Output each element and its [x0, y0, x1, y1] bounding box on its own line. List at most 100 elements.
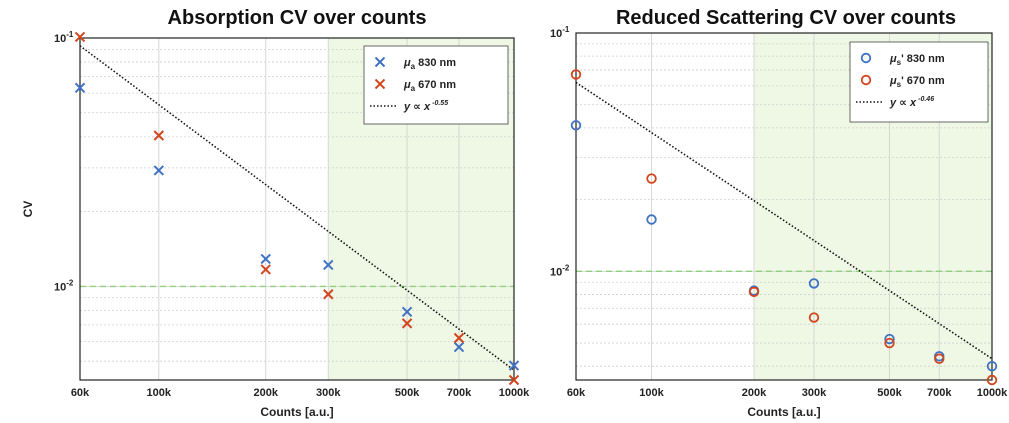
marker-stroke: [453, 341, 465, 353]
data-point-x-marker: [260, 253, 271, 265]
data-point-circle-marker: [808, 312, 820, 323]
x-tick-label: 60k: [567, 387, 586, 399]
data-point-x-marker: [508, 374, 520, 386]
legend-subscript: a: [411, 84, 416, 93]
fit-line: [575, 81, 993, 360]
y-tick-exponent: -2: [66, 278, 74, 287]
data-point-circle-marker: [646, 214, 657, 225]
legend-symbol: μ: [889, 53, 897, 65]
legend-label: μa 670 nm: [403, 79, 456, 93]
data-point-x-marker: [153, 130, 165, 141]
legend-x-marker: [374, 56, 386, 68]
legend-suffix: ' 830 nm: [901, 53, 945, 65]
legend-label: μs' 830 nm: [889, 53, 945, 67]
data-point-x-marker: [453, 341, 465, 353]
data-point-x-marker: [508, 360, 520, 371]
legend-fit-exponent: -0.55: [430, 100, 448, 107]
legend-fit-label: y ∝ x -0.46: [889, 96, 934, 109]
y-tick-exponent: -1: [562, 25, 570, 34]
data-point-x-marker: [74, 82, 86, 94]
x-axis-label: Counts [a.u.]: [747, 405, 820, 419]
marker-stroke: [153, 130, 165, 141]
legend-box: [849, 41, 989, 123]
data-point-circle-marker: [884, 337, 895, 349]
legend-suffix: 670 nm: [415, 79, 456, 91]
chart-title: Reduced Scattering CV over counts: [616, 7, 956, 29]
data-point-x-marker: [453, 332, 465, 344]
x-tick-label: 1000k: [499, 387, 530, 399]
y-tick-exponent: -2: [562, 263, 570, 272]
data-point-circle-marker: [986, 360, 998, 372]
x-tick-label: 300k: [802, 387, 827, 399]
data-point-circle-marker: [570, 120, 582, 131]
marker-stroke: [74, 82, 86, 94]
x-tick-label: 60k: [71, 387, 90, 399]
marker-stroke: [401, 318, 413, 329]
data-point-circle-marker: [570, 69, 582, 80]
x-tick-label: 200k: [253, 387, 278, 399]
data-point-circle-marker: [986, 374, 998, 386]
legend-label: μa 830 nm: [403, 57, 456, 71]
marker-stroke: [453, 332, 465, 344]
y-tick-label: 10-1: [550, 25, 570, 40]
y-tick-base: 10: [550, 28, 562, 40]
fit-line: [79, 45, 515, 371]
marker-stroke: [508, 360, 520, 371]
legend-x-marker: [374, 78, 386, 90]
chart-title: Absorption CV over counts: [168, 7, 427, 29]
legend-circle-marker: [860, 52, 872, 64]
x-tick-label: 100k: [147, 387, 172, 399]
axes-frame: [79, 37, 515, 381]
x-tick-label: 1000k: [977, 387, 1008, 399]
data-point-x-marker: [323, 259, 334, 271]
x-tick-label: 700k: [447, 387, 472, 399]
data-point-x-marker: [401, 318, 413, 329]
legend-subscript: a: [411, 62, 416, 71]
data-point-x-marker: [260, 264, 271, 275]
x-tick-label: 100k: [639, 387, 664, 399]
legend-fit-exponent: -0.46: [916, 96, 934, 103]
y-tick-base: 10: [550, 266, 562, 278]
legend-label: μs' 670 nm: [889, 75, 945, 89]
legend-suffix: 830 nm: [415, 57, 456, 69]
y-tick-base: 10: [54, 281, 66, 293]
data-point-x-marker: [323, 289, 334, 300]
y-tick-label: 10-2: [550, 263, 570, 278]
x-tick-label: 500k: [877, 387, 902, 399]
marker-stroke: [260, 253, 271, 265]
legend-subscript: s: [897, 58, 902, 67]
data-point-circle-marker: [934, 353, 945, 364]
marker-stroke: [260, 264, 271, 275]
data-point-x-marker: [401, 306, 413, 318]
legend-symbol: μ: [889, 75, 897, 87]
legend-suffix: ' 670 nm: [901, 75, 945, 87]
y-tick-label: 10-2: [54, 278, 74, 293]
legend-fit-prefix: y ∝ x: [889, 97, 917, 109]
y-tick-exponent: -1: [66, 30, 74, 39]
x-tick-label: 700k: [927, 387, 952, 399]
axes-frame: [575, 32, 993, 381]
data-point-circle-marker: [646, 173, 657, 184]
x-axis-label: Counts [a.u.]: [260, 405, 333, 419]
data-point-circle-marker: [748, 286, 760, 298]
data-point-circle-marker: [884, 333, 895, 345]
marker-stroke: [323, 259, 334, 271]
legend-fit-prefix: y ∝ x: [403, 101, 431, 113]
x-tick-label: 300k: [316, 387, 341, 399]
y-tick-label: 10-1: [54, 30, 74, 45]
marker-stroke: [508, 374, 520, 386]
legend-symbol: μ: [403, 57, 411, 69]
legend-symbol: μ: [403, 79, 411, 91]
data-point-x-marker: [74, 31, 86, 43]
legend-subscript: s: [897, 80, 902, 89]
legend-box: [363, 45, 509, 125]
data-point-circle-marker: [808, 278, 820, 289]
marker-stroke: [74, 31, 86, 43]
legend-fit-label: y ∝ x -0.55: [403, 100, 448, 113]
marker-stroke: [401, 306, 413, 318]
